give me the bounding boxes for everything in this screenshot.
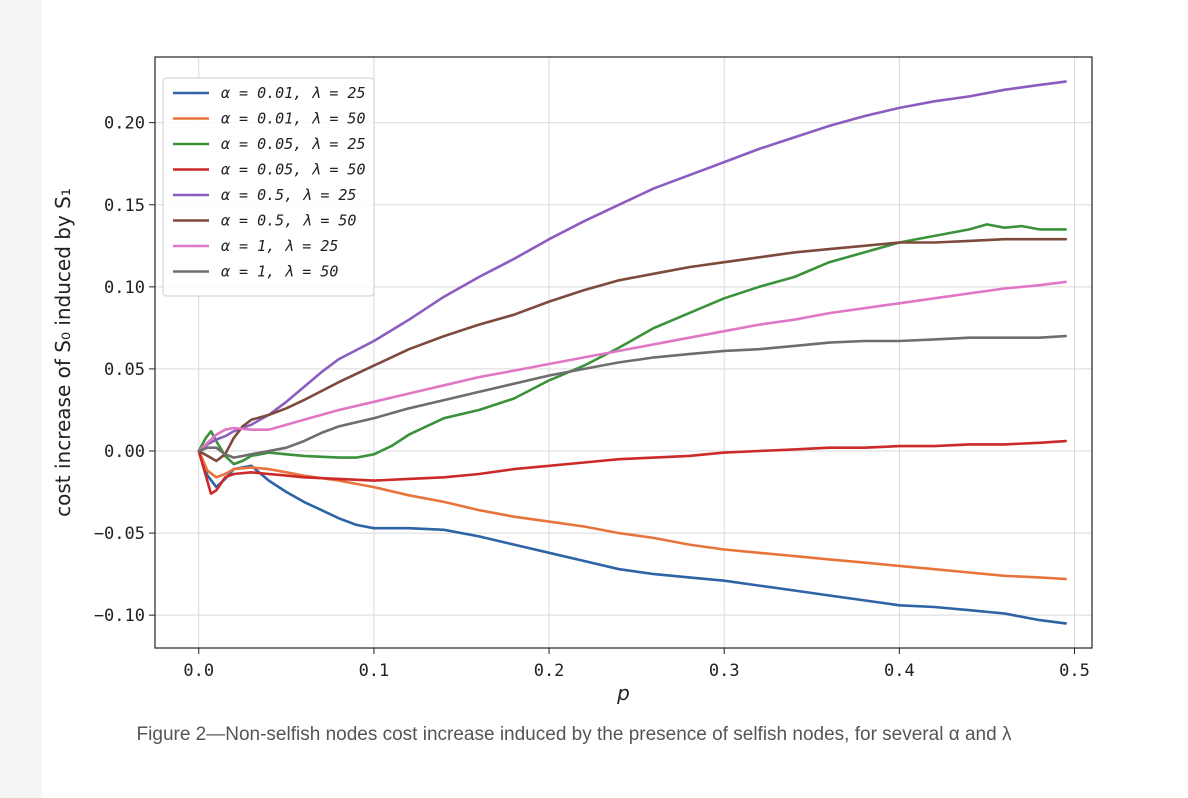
series-lines bbox=[197, 80, 1067, 625]
x-tick-label: 0.4 bbox=[884, 661, 915, 681]
x-tick-label: 0.5 bbox=[1059, 661, 1090, 681]
y-tick-label: −0.10 bbox=[94, 606, 145, 626]
series-line bbox=[197, 449, 1067, 581]
y-tick-label: 0.05 bbox=[104, 360, 145, 380]
y-tick-label: 0.20 bbox=[104, 114, 145, 134]
figure-caption: Figure 2—Non-selfish nodes cost increase… bbox=[136, 724, 1012, 745]
legend-entry: α = 1, λ = 50 bbox=[221, 263, 338, 281]
x-tick-label: 0.3 bbox=[709, 661, 740, 681]
series-line bbox=[197, 80, 1067, 453]
legend-entry: α = 0.05, λ = 25 bbox=[221, 135, 366, 153]
legend-entry: α = 1, λ = 25 bbox=[221, 237, 338, 255]
legend: α = 0.01, λ = 25 α = 0.01, λ = 50 α = 0.05… bbox=[162, 77, 375, 297]
series-line bbox=[197, 449, 1067, 625]
series-line bbox=[197, 334, 1067, 459]
legend-entry: α = 0.01, λ = 25 bbox=[221, 84, 366, 102]
series-line bbox=[197, 439, 1067, 496]
x-axis-ticks: 0.0 0.1 0.2 0.3 0.4 0.5 bbox=[183, 648, 1090, 681]
x-axis-label: p bbox=[616, 681, 630, 705]
plot-frame bbox=[154, 56, 1093, 649]
legend-entry: α = 0.05, λ = 50 bbox=[221, 161, 366, 179]
y-tick-label: 0.10 bbox=[104, 278, 145, 298]
y-axis-label: cost increase of S₀ induced by S₁ bbox=[51, 188, 75, 517]
y-tick-label: 0.00 bbox=[104, 442, 145, 462]
series-line bbox=[197, 280, 1067, 453]
legend-entry: α = 0.5, λ = 50 bbox=[221, 212, 356, 230]
left-margin-strip bbox=[0, 0, 42, 798]
x-tick-label: 0.2 bbox=[534, 661, 565, 681]
y-axis-ticks: −0.10 −0.05 0.00 0.05 0.10 0.15 0.20 bbox=[94, 114, 155, 626]
x-tick-label: 0.0 bbox=[183, 661, 214, 681]
legend-entry: α = 0.5, λ = 25 bbox=[221, 186, 356, 204]
x-tick-label: 0.1 bbox=[359, 661, 390, 681]
y-tick-label: −0.05 bbox=[94, 524, 145, 544]
series-line bbox=[197, 223, 1067, 466]
grid bbox=[155, 57, 1092, 648]
y-tick-label: 0.15 bbox=[104, 196, 145, 216]
line-chart: 0.0 0.1 0.2 0.3 0.4 0.5 −0.10 −0.05 0.00 0.05 0.1… bbox=[51, 56, 1093, 705]
series-line bbox=[197, 237, 1067, 463]
legend-box bbox=[162, 77, 375, 297]
legend-entry: α = 0.01, λ = 50 bbox=[221, 110, 366, 128]
